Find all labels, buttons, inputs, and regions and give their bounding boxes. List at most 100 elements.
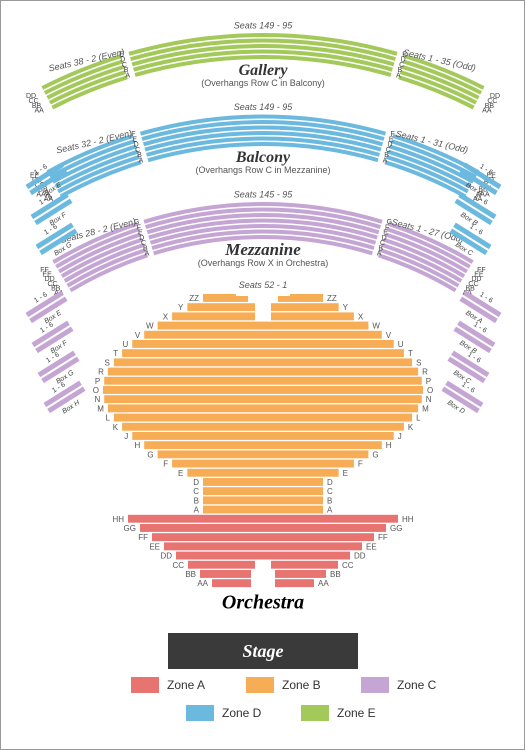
svg-text:G: G bbox=[147, 450, 153, 459]
legend-swatch bbox=[186, 705, 214, 721]
svg-text:FF: FF bbox=[138, 533, 148, 542]
orch-row bbox=[187, 303, 255, 311]
svg-text:HH: HH bbox=[402, 515, 414, 524]
svg-text:F: F bbox=[358, 460, 363, 469]
orch-front-row bbox=[275, 579, 314, 587]
orch-row bbox=[114, 358, 412, 366]
svg-text:EE: EE bbox=[366, 542, 377, 551]
svg-text:T: T bbox=[113, 349, 118, 358]
svg-text:E: E bbox=[178, 469, 183, 478]
orch-front-row bbox=[152, 533, 374, 541]
 bbox=[236, 292, 248, 296]
svg-text:Stage: Stage bbox=[242, 641, 283, 661]
svg-text:FF: FF bbox=[477, 267, 486, 274]
orch-front-row bbox=[188, 561, 255, 569]
svg-text:X: X bbox=[358, 312, 364, 321]
legend-swatch bbox=[246, 677, 274, 693]
orch-row bbox=[104, 377, 422, 385]
svg-text:AA: AA bbox=[197, 579, 208, 588]
svg-text:ZZ: ZZ bbox=[327, 294, 337, 303]
svg-text:CC: CC bbox=[172, 561, 184, 570]
orch-row bbox=[103, 386, 423, 394]
svg-text:J: J bbox=[398, 432, 402, 441]
orch-front-row bbox=[275, 570, 326, 578]
svg-text:N: N bbox=[94, 395, 100, 404]
svg-text:L: L bbox=[416, 414, 421, 423]
orch-row bbox=[172, 312, 255, 320]
svg-text:HH: HH bbox=[112, 515, 124, 524]
svg-text:FF: FF bbox=[40, 267, 49, 274]
svg-text:M: M bbox=[422, 404, 429, 413]
svg-text:P: P bbox=[95, 377, 100, 386]
svg-text:U: U bbox=[123, 340, 129, 349]
svg-text:N: N bbox=[426, 395, 432, 404]
svg-text:C: C bbox=[327, 487, 333, 496]
svg-text:K: K bbox=[408, 423, 414, 432]
orch-row bbox=[104, 395, 422, 403]
orch-row bbox=[158, 322, 369, 330]
orch-row bbox=[132, 432, 393, 440]
svg-text:Seats 145 - 95: Seats 145 - 95 bbox=[234, 190, 294, 200]
orch-row bbox=[114, 414, 412, 422]
svg-text:P: P bbox=[426, 377, 431, 386]
svg-text:F: F bbox=[163, 460, 168, 469]
svg-text:H: H bbox=[134, 441, 140, 450]
svg-text:T: T bbox=[408, 349, 413, 358]
svg-text:G: G bbox=[372, 450, 378, 459]
orch-front-row bbox=[200, 570, 251, 578]
svg-text:R: R bbox=[422, 368, 428, 377]
legend-swatch bbox=[301, 705, 329, 721]
orch-row bbox=[122, 423, 404, 431]
svg-text:GG: GG bbox=[124, 524, 136, 533]
seating-svg: AABBCCDDEEAAAABBBBCCCCDDDDGallery(Overha… bbox=[1, 1, 525, 750]
svg-text:Seats 149 - 95: Seats 149 - 95 bbox=[234, 102, 294, 112]
orch-row bbox=[203, 496, 323, 504]
orch-row bbox=[108, 404, 418, 412]
svg-text:BB: BB bbox=[185, 570, 196, 579]
svg-text:V: V bbox=[135, 331, 141, 340]
orch-row bbox=[271, 312, 354, 320]
svg-text:FF: FF bbox=[378, 533, 388, 542]
svg-text:U: U bbox=[398, 340, 404, 349]
svg-text:S: S bbox=[416, 358, 421, 367]
orch-row bbox=[132, 340, 393, 348]
orch-row bbox=[172, 460, 354, 468]
orch-front-row bbox=[164, 542, 362, 550]
svg-text:X: X bbox=[163, 312, 169, 321]
svg-text:O: O bbox=[427, 386, 433, 395]
svg-text:D: D bbox=[327, 478, 333, 487]
svg-text:Seats 149 - 95: Seats 149 - 95 bbox=[234, 21, 294, 31]
svg-text:C: C bbox=[193, 487, 199, 496]
svg-text:Zone E: Zone E bbox=[337, 706, 376, 720]
svg-text:ZZ: ZZ bbox=[189, 294, 199, 303]
svg-text:B: B bbox=[194, 496, 199, 505]
svg-text:Mezzanine: Mezzanine bbox=[224, 240, 301, 259]
svg-text:E: E bbox=[343, 469, 348, 478]
svg-text:D: D bbox=[193, 478, 199, 487]
svg-text:GG: GG bbox=[390, 524, 402, 533]
orch-row bbox=[187, 469, 338, 477]
svg-text:Gallery: Gallery bbox=[239, 62, 289, 79]
 bbox=[278, 292, 290, 296]
orch-front-row bbox=[271, 561, 338, 569]
svg-text:CC: CC bbox=[342, 561, 354, 570]
seating-chart: AABBCCDDEEAAAABBBBCCCCDDDDGallery(Overha… bbox=[0, 0, 525, 750]
svg-text:A: A bbox=[194, 506, 200, 515]
orch-row bbox=[158, 450, 369, 458]
legend-swatch bbox=[131, 677, 159, 693]
svg-text:Y: Y bbox=[343, 303, 349, 312]
svg-text:BB: BB bbox=[330, 570, 341, 579]
orch-row bbox=[144, 331, 382, 339]
svg-text:H: H bbox=[386, 441, 392, 450]
svg-text:K: K bbox=[113, 423, 119, 432]
svg-text:Y: Y bbox=[178, 303, 184, 312]
svg-text:Zone B: Zone B bbox=[282, 678, 321, 692]
orch-row bbox=[271, 303, 339, 311]
svg-text:O: O bbox=[93, 386, 99, 395]
svg-text:J: J bbox=[124, 432, 128, 441]
orch-front-row bbox=[176, 552, 350, 560]
orch-row bbox=[108, 368, 418, 376]
svg-text:A: A bbox=[327, 506, 333, 515]
svg-text:(Overhangs Row C in Mezzanine): (Overhangs Row C in Mezzanine) bbox=[195, 165, 330, 175]
orch-front-row bbox=[128, 515, 398, 523]
